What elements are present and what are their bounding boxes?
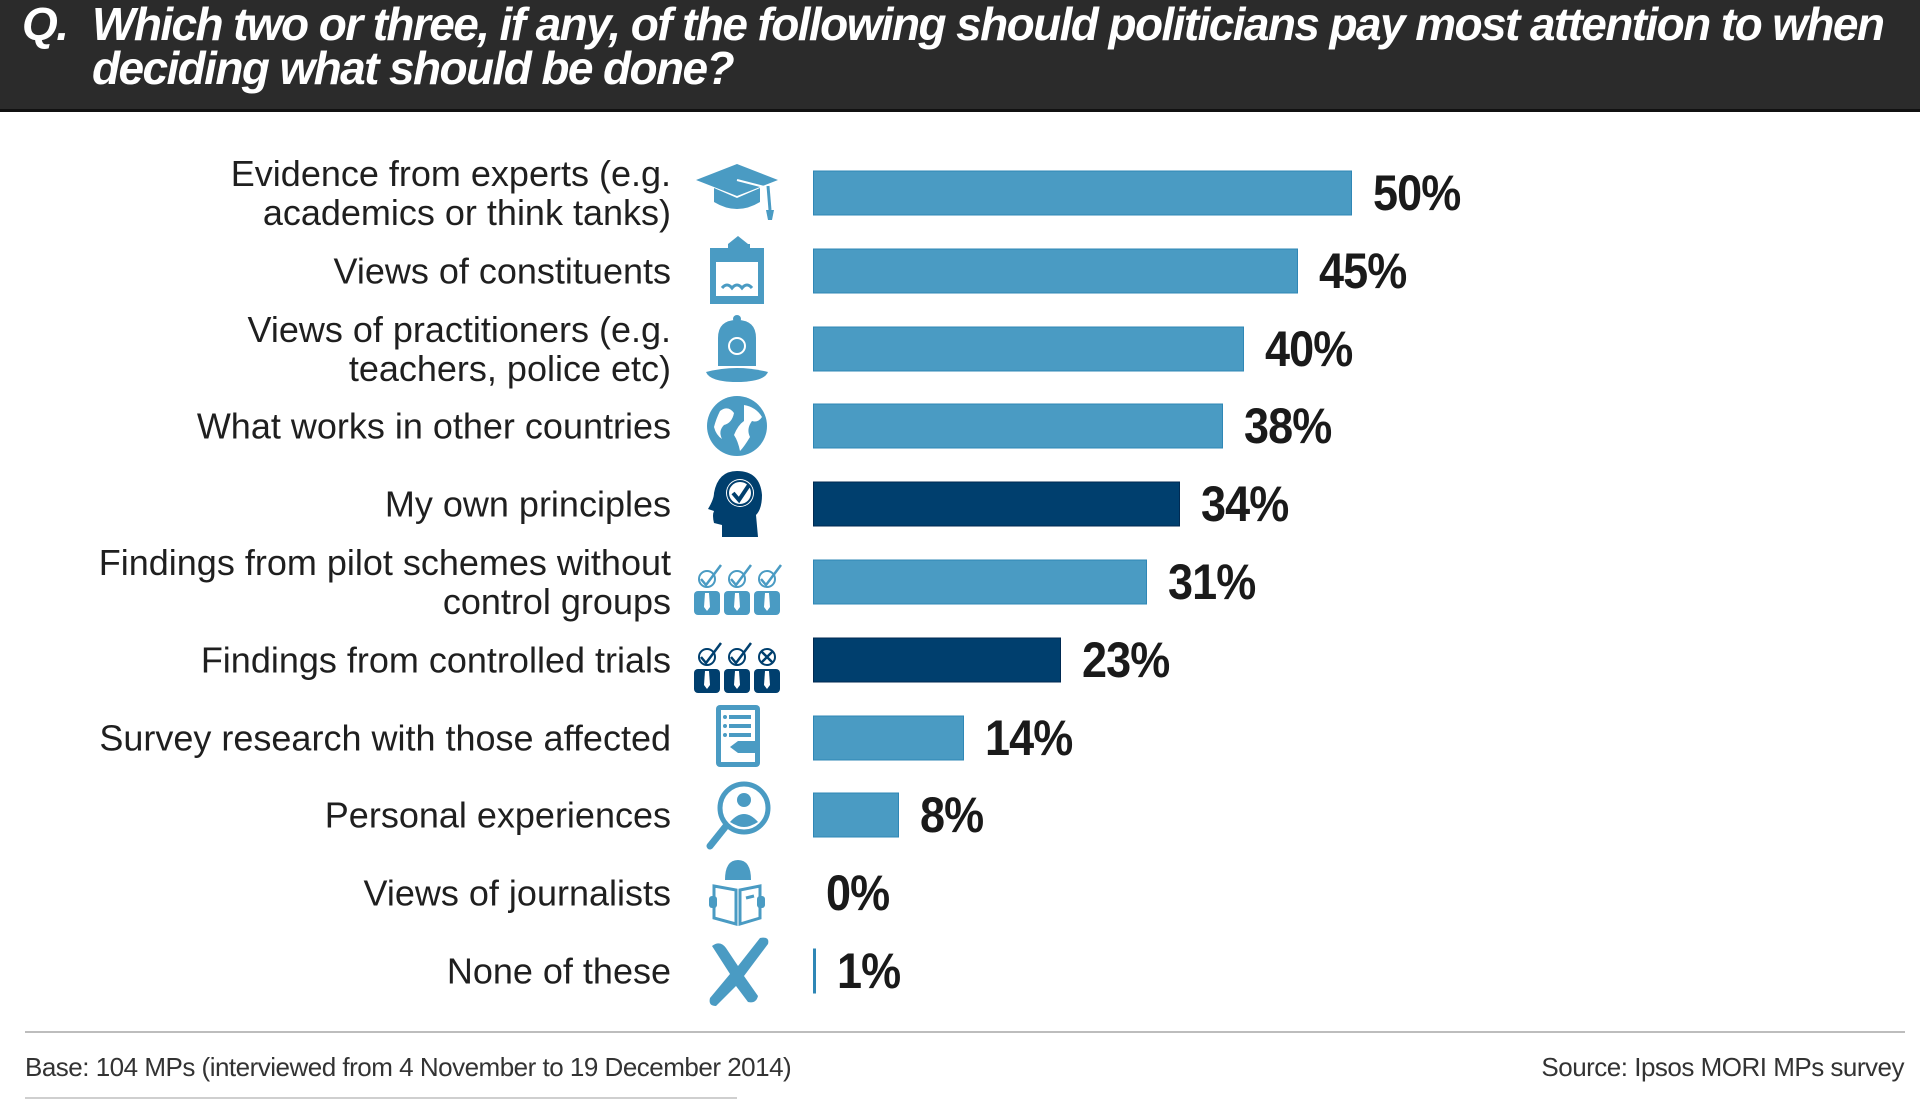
bar [813,792,900,838]
head-checkmark-icon [692,469,782,539]
value-label: 50% [1373,165,1461,221]
bar [813,248,1299,294]
category-label: Survey research with those affected [99,717,671,759]
chart-row: Survey research with those affected 14% [0,699,1920,777]
chart-row: Findings from controlled trials 23% [0,621,1920,699]
chart-row: Views of constituents 45% [0,232,1920,310]
value-label: 23% [1081,631,1170,688]
question-header: Q. Which two or three, if any, of the fo… [0,0,1920,112]
category-label: Findings from controlled trials [200,639,671,681]
police-helmet-icon [692,314,782,384]
chart-row: Personal experiences 8% [0,776,1920,854]
bar [813,948,816,994]
value-label: 14% [984,709,1073,766]
category-label: Views of journalists [363,872,671,914]
question-prefix: Q. [22,0,69,50]
three-people-checked-icon [692,547,782,617]
bar [813,559,1148,605]
chart-row: Views of journalists 0% [0,854,1920,932]
category-label: What works in other countries [196,405,671,447]
bar [813,326,1245,372]
bar [813,170,1352,216]
magnifier-person-icon [692,780,782,850]
footer-divider [25,1031,1905,1033]
chart-row: What works in other countries 38% [0,387,1920,465]
cross-mark-icon [692,936,782,1006]
three-people-checked-crossed-icon [692,625,782,695]
chart-row: Findings from pilot schemes without cont… [0,543,1920,621]
value-label: 8% [920,787,984,844]
bar [813,715,964,761]
category-label: Findings from pilot schemes without cont… [98,542,671,622]
graduation-cap-icon [692,158,782,228]
value-label: 38% [1243,398,1332,455]
value-label: 31% [1168,554,1256,610]
category-label: My own principles [384,483,671,525]
ballot-box-icon [692,235,782,306]
globe-icon [692,391,782,461]
chart-row: None of these 1% [0,932,1920,1010]
category-label: Views of practitioners (e.g. teachers, p… [247,308,671,389]
bar [813,403,1223,449]
survey-clipboard-icon [692,703,782,773]
category-label: Personal experiences [324,794,671,836]
value-label: 0% [826,865,890,922]
footer-underline [25,1097,737,1099]
chart-row: My own principles 34% [0,465,1920,543]
value-label: 1% [837,943,901,999]
base-note: Base: 104 MPs (interviewed from 4 Novemb… [25,1052,792,1082]
chart-row: Views of practitioners (e.g. teachers, p… [0,310,1920,388]
category-label: None of these [446,950,671,992]
category-label: Views of constituents [333,250,671,292]
person-reading-newspaper-icon [692,858,782,928]
value-label: 40% [1265,320,1353,377]
value-label: 45% [1319,242,1407,299]
value-label: 34% [1200,476,1289,533]
chart-row: Evidence from experts (e.g. academics or… [0,154,1920,232]
question-text: Which two or three, if any, of the follo… [92,0,1885,94]
source-note: Source: Ipsos MORI MPs survey [1541,1052,1904,1082]
category-label: Evidence from experts (e.g. academics or… [230,153,671,233]
bar [813,637,1061,683]
bar [813,481,1180,527]
